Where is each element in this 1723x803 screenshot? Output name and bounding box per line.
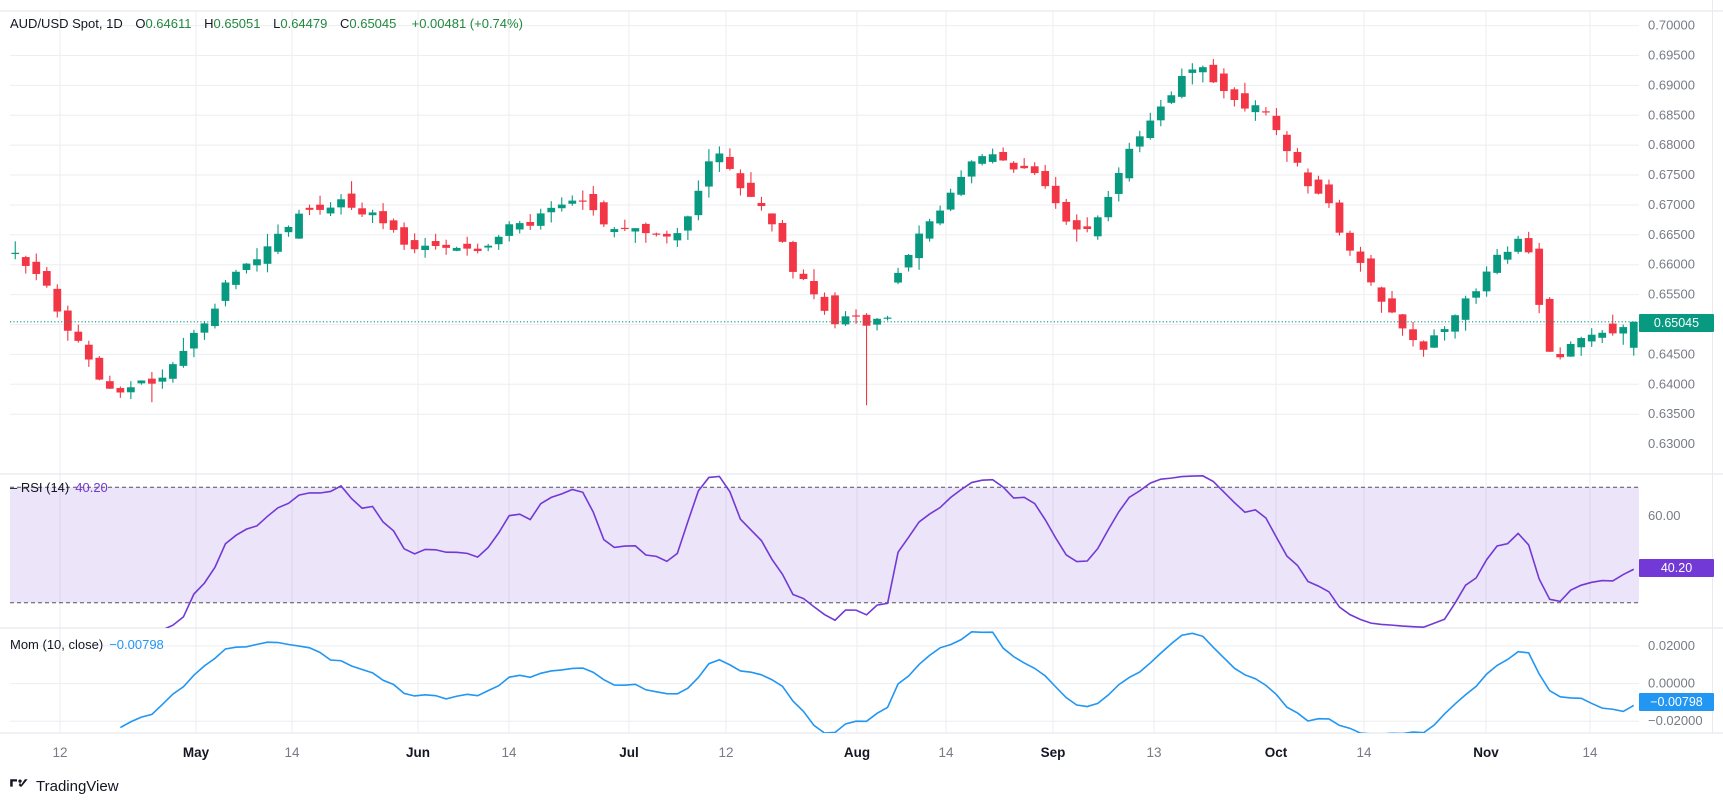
svg-text:Jun: Jun — [406, 745, 430, 760]
svg-text:0.68500: 0.68500 — [1648, 107, 1695, 122]
svg-text:12: 12 — [718, 745, 733, 760]
svg-text:Aug: Aug — [844, 745, 870, 760]
svg-text:0.67000: 0.67000 — [1648, 197, 1695, 212]
svg-text:14: 14 — [938, 745, 954, 760]
svg-text:0.66000: 0.66000 — [1648, 257, 1695, 272]
svg-text:14: 14 — [284, 745, 300, 760]
svg-text:14: 14 — [1582, 745, 1598, 760]
svg-text:0.00000: 0.00000 — [1648, 676, 1695, 691]
svg-text:Jul: Jul — [619, 745, 639, 760]
svg-text:0.02000: 0.02000 — [1648, 638, 1695, 653]
svg-text:14: 14 — [501, 745, 517, 760]
svg-text:0.67500: 0.67500 — [1648, 167, 1695, 182]
svg-text:Sep: Sep — [1041, 745, 1066, 760]
svg-text:0.63000: 0.63000 — [1648, 436, 1695, 451]
svg-text:−0.02000: −0.02000 — [1648, 713, 1703, 728]
svg-text:0.64500: 0.64500 — [1648, 346, 1695, 361]
svg-text:14: 14 — [1356, 745, 1372, 760]
svg-text:0.68000: 0.68000 — [1648, 137, 1695, 152]
svg-text:Oct: Oct — [1265, 745, 1288, 760]
svg-text:0.64000: 0.64000 — [1648, 376, 1695, 391]
svg-text:60.00: 60.00 — [1648, 508, 1681, 523]
svg-text:May: May — [183, 745, 210, 760]
svg-text:0.69500: 0.69500 — [1648, 47, 1695, 62]
svg-text:0.63500: 0.63500 — [1648, 406, 1695, 421]
svg-text:Nov: Nov — [1473, 745, 1499, 760]
svg-text:0.65500: 0.65500 — [1648, 287, 1695, 302]
svg-text:0.69000: 0.69000 — [1648, 77, 1695, 92]
svg-text:0.66500: 0.66500 — [1648, 227, 1695, 242]
svg-text:0.70000: 0.70000 — [1648, 18, 1695, 33]
svg-text:13: 13 — [1146, 745, 1161, 760]
svg-text:12: 12 — [52, 745, 67, 760]
